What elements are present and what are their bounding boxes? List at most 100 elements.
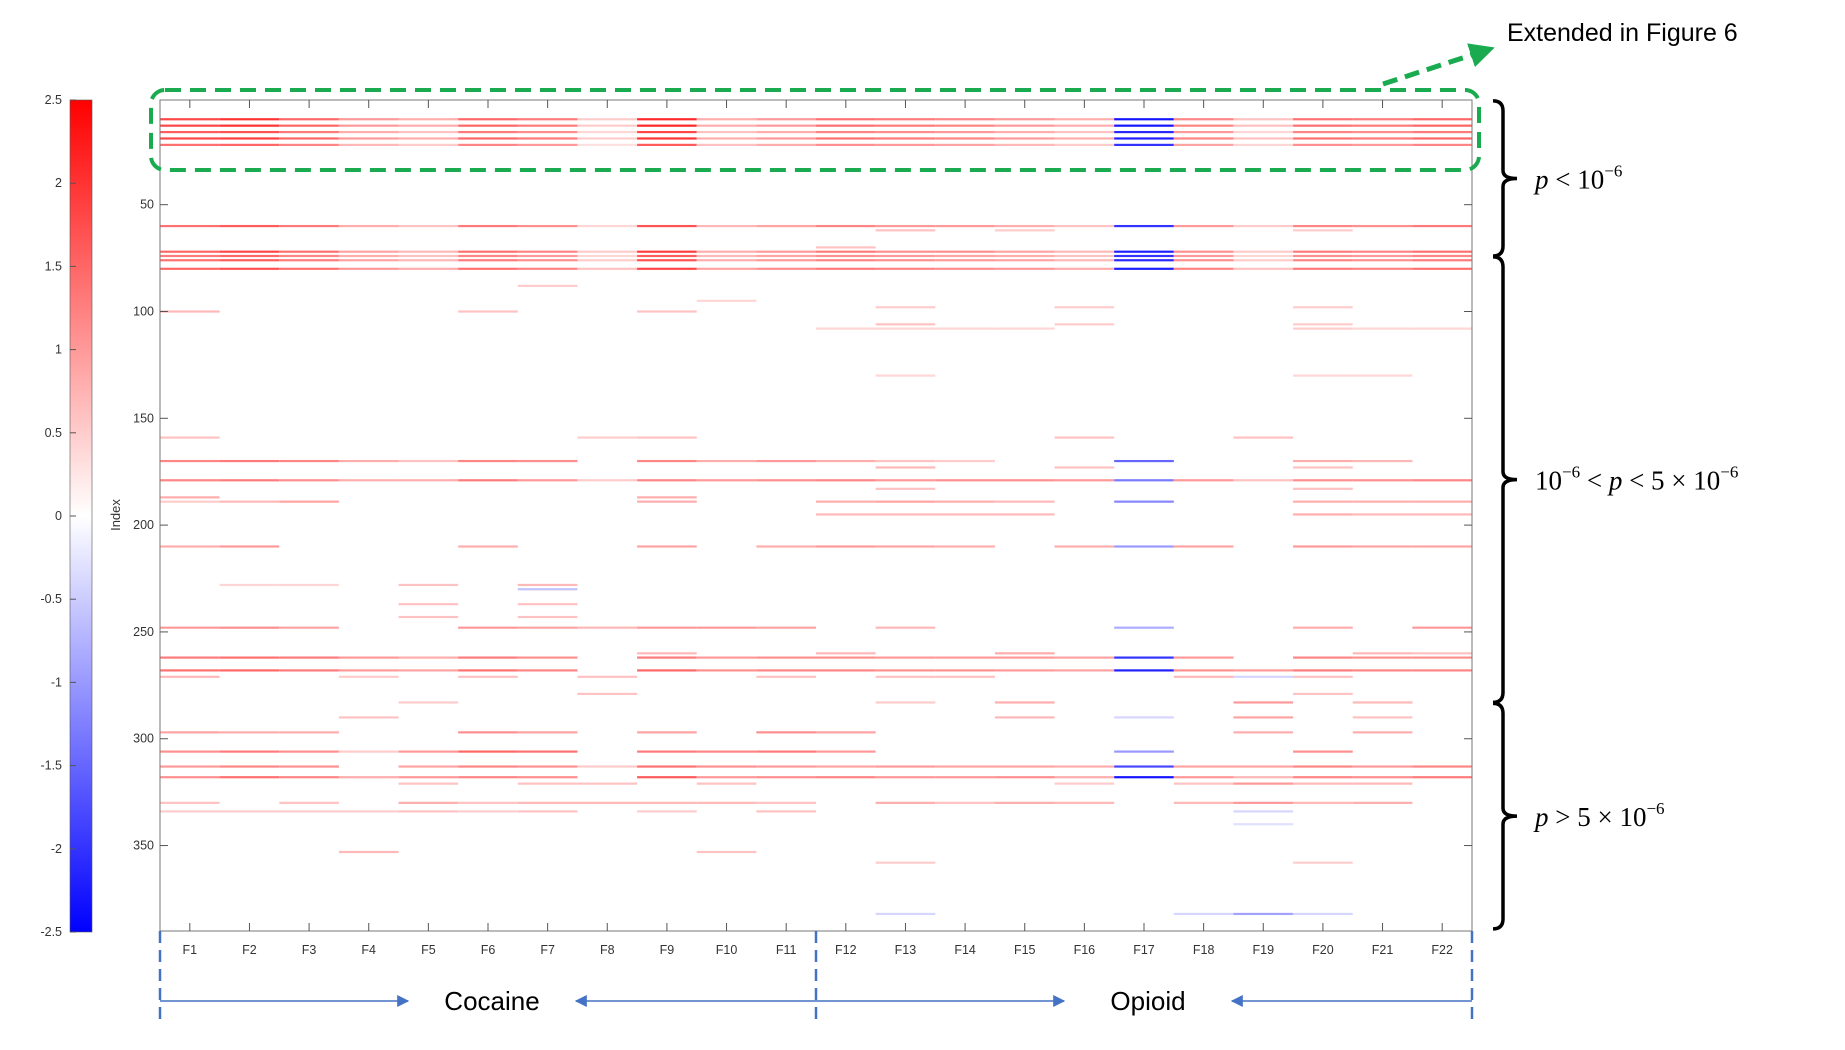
heatmap-cell [1293, 479, 1353, 482]
heatmap-cell [1352, 267, 1413, 270]
heatmap-cell [517, 254, 578, 258]
heatmap-cell [696, 267, 757, 270]
heatmap-cell [1054, 782, 1115, 785]
heatmap-cell [756, 669, 816, 672]
heatmap-cell [816, 513, 876, 516]
y-tick-label: 300 [133, 732, 154, 746]
heatmap-cell [219, 259, 280, 262]
heatmap-cell [994, 801, 1055, 804]
heatmap-cell [1293, 143, 1353, 146]
heatmap-cell [756, 810, 816, 813]
heatmap-cell [219, 124, 280, 127]
heatmap-cell [458, 124, 518, 127]
heatmap-cell [696, 459, 757, 463]
heatmap-cell [279, 224, 339, 228]
heatmap-cell [219, 118, 280, 121]
heatmap-cell [338, 267, 399, 270]
heatmap-cell [1293, 861, 1353, 864]
heatmap-cell [160, 810, 220, 813]
group-label: Opioid [1110, 986, 1185, 1016]
heatmap-cell [398, 701, 459, 704]
heatmap-cell [875, 224, 936, 228]
heatmap-cell [1352, 459, 1413, 463]
heatmap-cell [756, 250, 816, 253]
heatmap-cell [517, 118, 578, 121]
heatmap-cell [994, 513, 1055, 516]
heatmap-cell [160, 310, 220, 313]
heatmap-cell [160, 137, 220, 140]
heatmap-cell [219, 459, 280, 463]
heatmap-cell [398, 143, 459, 146]
heatmap-cell [577, 479, 638, 482]
x-tick-label: F1 [183, 943, 198, 957]
heatmap-cell [1233, 130, 1294, 134]
heatmap-cell [1412, 130, 1472, 134]
heatmap-cell [875, 479, 936, 482]
heatmap-cell [398, 583, 459, 587]
heatmap-cell [875, 267, 936, 270]
heatmap-cell [875, 912, 936, 916]
heatmap-cell [1352, 374, 1413, 377]
heatmap-cell [338, 137, 399, 140]
heatmap-cell [875, 327, 936, 330]
heatmap-cell [577, 250, 638, 253]
heatmap-cell [875, 513, 936, 516]
heatmap-cell [160, 130, 220, 134]
heatmap-cell [696, 299, 757, 302]
heatmap-cell [1233, 782, 1294, 785]
bracket [1492, 255, 1518, 705]
heatmap-cell [1352, 652, 1413, 655]
heatmap-cell [637, 545, 697, 548]
heatmap-cell [1293, 487, 1353, 490]
colorbar-tick-label: 0.5 [45, 426, 62, 440]
heatmap-cell [398, 459, 459, 463]
heatmap-cell [577, 224, 638, 228]
y-tick-label: 100 [133, 304, 154, 318]
heatmap-cell [577, 137, 638, 140]
bracket-label: p < 10−6 [1533, 161, 1622, 194]
heatmap-cell [756, 130, 816, 134]
heatmap-cell [1293, 224, 1353, 228]
colorbar-ticks: 2.5 2 1.5 1 0.5 0 -0.5 -1 -1.5 -2 -2.5 [40, 93, 76, 939]
heatmap-cell [458, 137, 518, 140]
heatmap-cell [696, 801, 757, 804]
heatmap-cell [279, 776, 339, 779]
heatmap-cell [1412, 143, 1472, 146]
heatmap-cell [1173, 801, 1234, 804]
heatmap-cell [279, 124, 339, 127]
heatmap-cell [935, 459, 995, 463]
heatmap-cell [160, 259, 220, 262]
heatmap-cell [1293, 656, 1353, 659]
heatmap-cell [935, 801, 995, 804]
heatmap-cell [637, 224, 697, 228]
heatmap-cell [338, 254, 399, 258]
heatmap-cell [1412, 765, 1472, 768]
heatmap-cell [160, 250, 220, 253]
heatmap-cell [1054, 479, 1115, 482]
heatmap-cell [1114, 765, 1174, 768]
heatmap-cell [1114, 776, 1174, 779]
heatmap-cell [219, 254, 280, 258]
x-axis-ticks: F1 F2 F3 F4 F5 F6 F7 F8 F9 F10 F11 F12 F13 F14 F15 F16 F… [183, 100, 1453, 957]
heatmap-cell [1114, 118, 1174, 121]
heatmap-cell [1293, 669, 1353, 672]
heatmap-cell [458, 267, 518, 270]
heatmap-cell [1233, 267, 1294, 270]
heatmap-cell [458, 479, 518, 482]
heatmap-cell [935, 224, 995, 228]
heatmap-cell [1173, 656, 1234, 659]
heatmap-cell [1412, 545, 1472, 548]
heatmap-cell [1352, 254, 1413, 258]
heatmap-cell [637, 459, 697, 463]
heatmap-cell [1352, 124, 1413, 127]
colorbar-tick-label: -2 [51, 842, 62, 856]
heatmap-cell [398, 267, 459, 270]
heatmap-cell [1352, 137, 1413, 140]
x-tick-label: F13 [895, 943, 917, 957]
heatmap-cell [756, 459, 816, 463]
heatmap-cell [696, 765, 757, 768]
heatmap-cell [935, 130, 995, 134]
heatmap-cell [517, 801, 578, 804]
heatmap-cell [816, 656, 876, 659]
